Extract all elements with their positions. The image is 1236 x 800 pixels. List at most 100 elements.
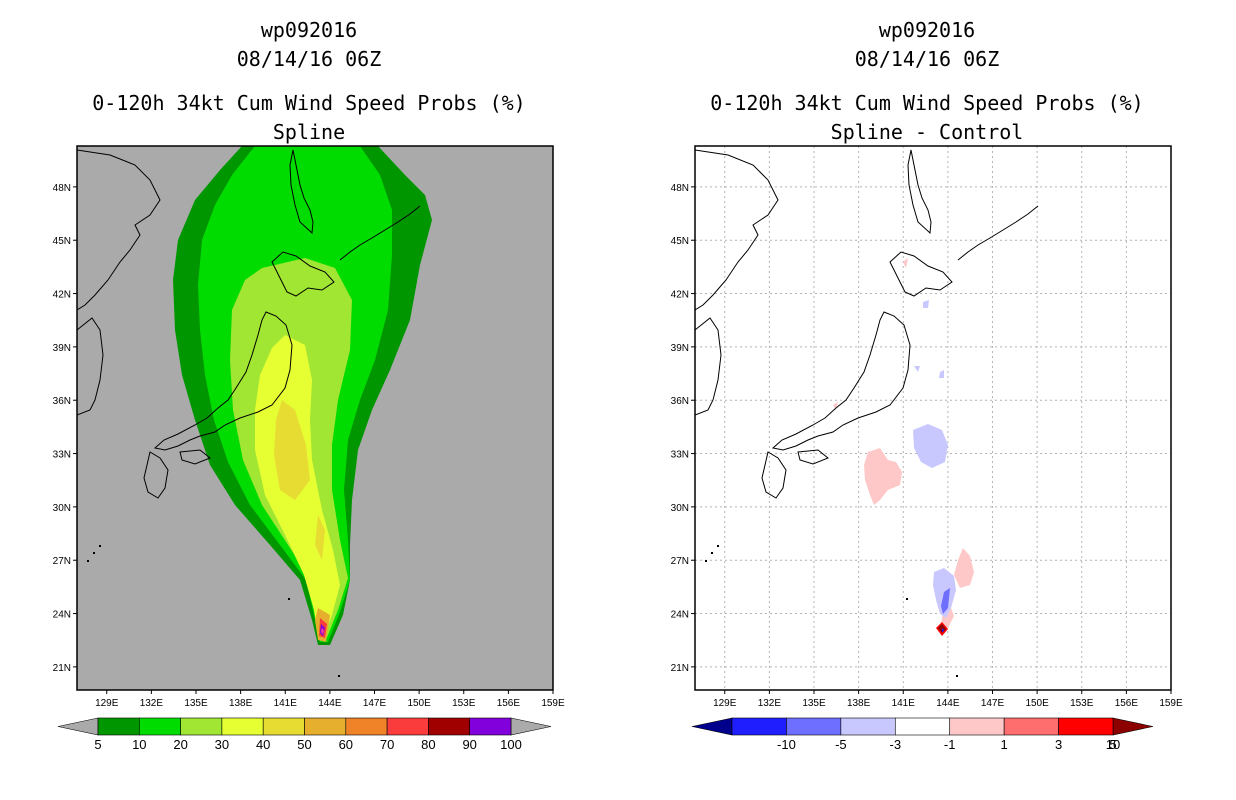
coast-korea — [695, 317, 722, 416]
y-tick-label: 39N — [671, 343, 689, 354]
coast-sakhalin — [907, 149, 932, 235]
panel-spline: wp092016 08/14/16 06Z 0-120h 34kt Cum Wi… — [53, 18, 565, 752]
y-tick-label: 42N — [53, 290, 71, 301]
map-background — [695, 146, 1171, 690]
chart-title: 0-120h 34kt Cum Wind Speed Probs (%) — [710, 91, 1144, 115]
x-tick-label: 147E — [981, 698, 1005, 709]
colorbar-label: 30 — [215, 737, 229, 752]
x-tick-label: 159E — [1159, 698, 1183, 709]
x-tick-label: 129E — [713, 698, 737, 709]
y-tick-label: 36N — [53, 396, 71, 407]
contour-90-core — [321, 628, 324, 634]
coast-korea — [77, 317, 104, 416]
probability-map: 129E 132E 135E 138E 141E 144E 147E 150E 153E 156E… — [53, 145, 565, 752]
coast-honshu — [153, 311, 293, 451]
chart-title: 0-120h 34kt Cum Wind Speed Probs (%) — [92, 91, 526, 115]
positive-area — [864, 448, 902, 505]
y-tick-label: 36N — [671, 396, 689, 407]
y-tick-label: 24N — [671, 610, 689, 621]
colorbar-swatch — [221, 717, 264, 736]
island-dots — [705, 545, 958, 677]
colorbar-label: 100 — [500, 737, 522, 752]
coast-asia-mainland — [695, 149, 779, 311]
probability-contours — [173, 146, 432, 645]
negative-area-strong — [941, 588, 950, 614]
coast-kuril — [957, 205, 1039, 261]
colorbar-label: 50 — [297, 737, 311, 752]
map-frame — [694, 145, 1172, 691]
colorbar-label: 60 — [339, 737, 353, 752]
axis-ticks: 129E 132E 135E 138E 141E 144E 147E 150E 153E 156E… — [671, 183, 1183, 709]
x-tick-label: 153E — [452, 698, 476, 709]
x-tick-label: 138E — [847, 698, 871, 709]
y-tick-label: 42N — [671, 290, 689, 301]
negative-area — [939, 370, 944, 378]
colorbar-swatch — [1058, 717, 1114, 736]
island-dot — [93, 552, 95, 554]
coast-kyushu-shikoku — [761, 449, 829, 499]
colorbar-end-low — [57, 717, 99, 736]
contour-40 — [274, 400, 310, 500]
y-tick-label: 45N — [53, 236, 71, 247]
x-tick-label: 153E — [1070, 698, 1094, 709]
y-tick-label: 30N — [671, 503, 689, 514]
colorbar-swatch — [97, 717, 140, 736]
contour-40b — [315, 515, 325, 560]
negative-area — [913, 424, 948, 468]
x-tick-label: 144E — [318, 698, 342, 709]
x-tick-label: 141E — [892, 698, 916, 709]
colorbar-label: 3 — [1055, 737, 1062, 752]
coast-hokkaido — [271, 251, 335, 297]
x-tick-label: 129E — [95, 698, 119, 709]
colorbar-swatch — [345, 717, 388, 736]
y-tick-label: 48N — [53, 183, 71, 194]
y-tick-label: 48N — [671, 183, 689, 194]
colorbar-label: 10 — [1106, 737, 1120, 752]
negative-area — [914, 366, 920, 372]
colorbar-swatch — [786, 717, 842, 736]
datetime: 08/14/16 06Z — [854, 47, 1000, 71]
colorbar-label: -10 — [777, 737, 796, 752]
x-tick-label: 150E — [1025, 698, 1049, 709]
colorbar-swatch — [262, 717, 305, 736]
colorbar-label: -1 — [944, 737, 956, 752]
x-tick-label: 156E — [497, 698, 521, 709]
colorbar: 5 10 20 30 40 50 60 70 80 90 100 — [57, 717, 552, 752]
y-tick-label: 30N — [53, 503, 71, 514]
island-dot — [338, 675, 340, 677]
colorbar-swatch — [139, 717, 181, 736]
y-tick-label: 33N — [53, 450, 71, 461]
coast-hokkaido — [889, 251, 953, 297]
colorbar-swatch — [469, 717, 512, 736]
colorbar-label: -5 — [835, 737, 847, 752]
colorbar-swatch — [949, 717, 1005, 736]
datetime: 08/14/16 06Z — [236, 47, 382, 71]
y-tick-label: 21N — [53, 663, 71, 674]
colorbar-swatch — [180, 717, 223, 736]
positive-area — [954, 548, 974, 588]
colorbar-end-low — [691, 717, 733, 736]
island-dot — [711, 552, 713, 554]
x-tick-label: 135E — [802, 698, 826, 709]
colorbar-label: 40 — [256, 737, 270, 752]
x-tick-label: 147E — [363, 698, 387, 709]
chart-subtitle: Spline — [272, 120, 346, 144]
y-tick-label: 27N — [671, 556, 689, 567]
colorbar-label: 5 — [94, 737, 101, 752]
colorbar-label: 10 — [132, 737, 146, 752]
storm-id: wp092016 — [260, 18, 358, 42]
island-dot — [956, 675, 958, 677]
x-tick-label: 159E — [541, 698, 565, 709]
y-tick-label: 45N — [671, 236, 689, 247]
coast-kyushu-shikoku — [143, 449, 211, 499]
negative-area-max — [942, 628, 944, 632]
y-tick-label: 39N — [53, 343, 71, 354]
colorbar-label: 80 — [421, 737, 435, 752]
positive-area — [903, 258, 908, 268]
coast-kuril — [339, 205, 421, 261]
island-dot — [906, 598, 908, 600]
coastlines — [77, 149, 421, 499]
island-dots — [87, 545, 340, 677]
colorbar-swatch — [428, 717, 470, 736]
x-tick-label: 141E — [274, 698, 298, 709]
